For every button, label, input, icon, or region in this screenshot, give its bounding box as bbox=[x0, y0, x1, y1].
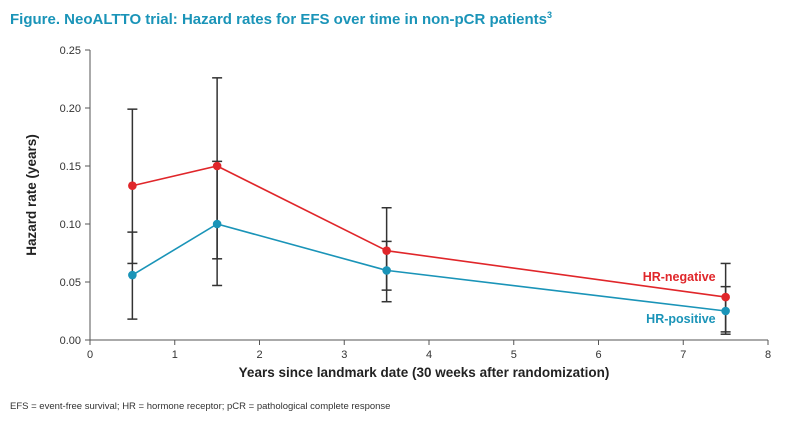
figure-title-reference: 3 bbox=[547, 10, 553, 20]
series-label-hr-negative: HR-negative bbox=[643, 270, 716, 284]
x-tick-label: 8 bbox=[765, 349, 771, 361]
y-tick-label: 0.00 bbox=[60, 335, 81, 347]
data-point-hr-negative bbox=[212, 161, 222, 171]
x-tick-label: 2 bbox=[256, 349, 262, 361]
x-tick-label: 6 bbox=[595, 349, 601, 361]
x-tick-label: 3 bbox=[341, 349, 347, 361]
data-point-hr-negative bbox=[721, 292, 730, 302]
figure-title-text: Figure. NeoALTTO trial: Hazard rates for… bbox=[10, 11, 548, 28]
y-axis-label: Hazard rate (years) bbox=[24, 134, 39, 256]
hazard-rate-chart: 0.00 0.05 0.10 0.15 0.20 0.25 0 1 2 3 4 5 6 7 8 Years s… bbox=[24, 45, 771, 380]
y-tick-label: 0.10 bbox=[60, 219, 81, 231]
y-tick-label: 0.20 bbox=[60, 103, 81, 115]
data-point-hr-positive bbox=[382, 266, 391, 275]
data-point-hr-positive bbox=[721, 306, 730, 316]
x-tick-label: 5 bbox=[511, 349, 517, 361]
data-point-hr-negative bbox=[128, 181, 137, 191]
series-label-hr-positive: HR-positive bbox=[646, 312, 716, 326]
data-point-hr-positive bbox=[128, 270, 137, 280]
data-point-hr-negative bbox=[382, 246, 391, 255]
footnote: EFS = event-free survival; HR = hormone … bbox=[10, 401, 391, 412]
x-tick-label: 4 bbox=[426, 349, 432, 361]
figure-title: Figure. NeoALTTO trial: Hazard rates for… bbox=[10, 10, 552, 28]
x-tick-label: 1 bbox=[172, 349, 178, 361]
series-line-hr-negative bbox=[132, 165, 726, 298]
y-tick-label: 0.25 bbox=[60, 45, 81, 57]
y-tick-label: 0.05 bbox=[60, 277, 81, 289]
series-line-hr-positive bbox=[131, 223, 726, 312]
x-axis-label: Years since landmark date (30 weeks afte… bbox=[239, 365, 610, 380]
y-tick-label: 0.15 bbox=[60, 161, 81, 173]
x-tick-label: 0 bbox=[87, 349, 93, 361]
data-point-hr-positive bbox=[212, 219, 222, 229]
x-tick-label: 7 bbox=[680, 349, 686, 361]
